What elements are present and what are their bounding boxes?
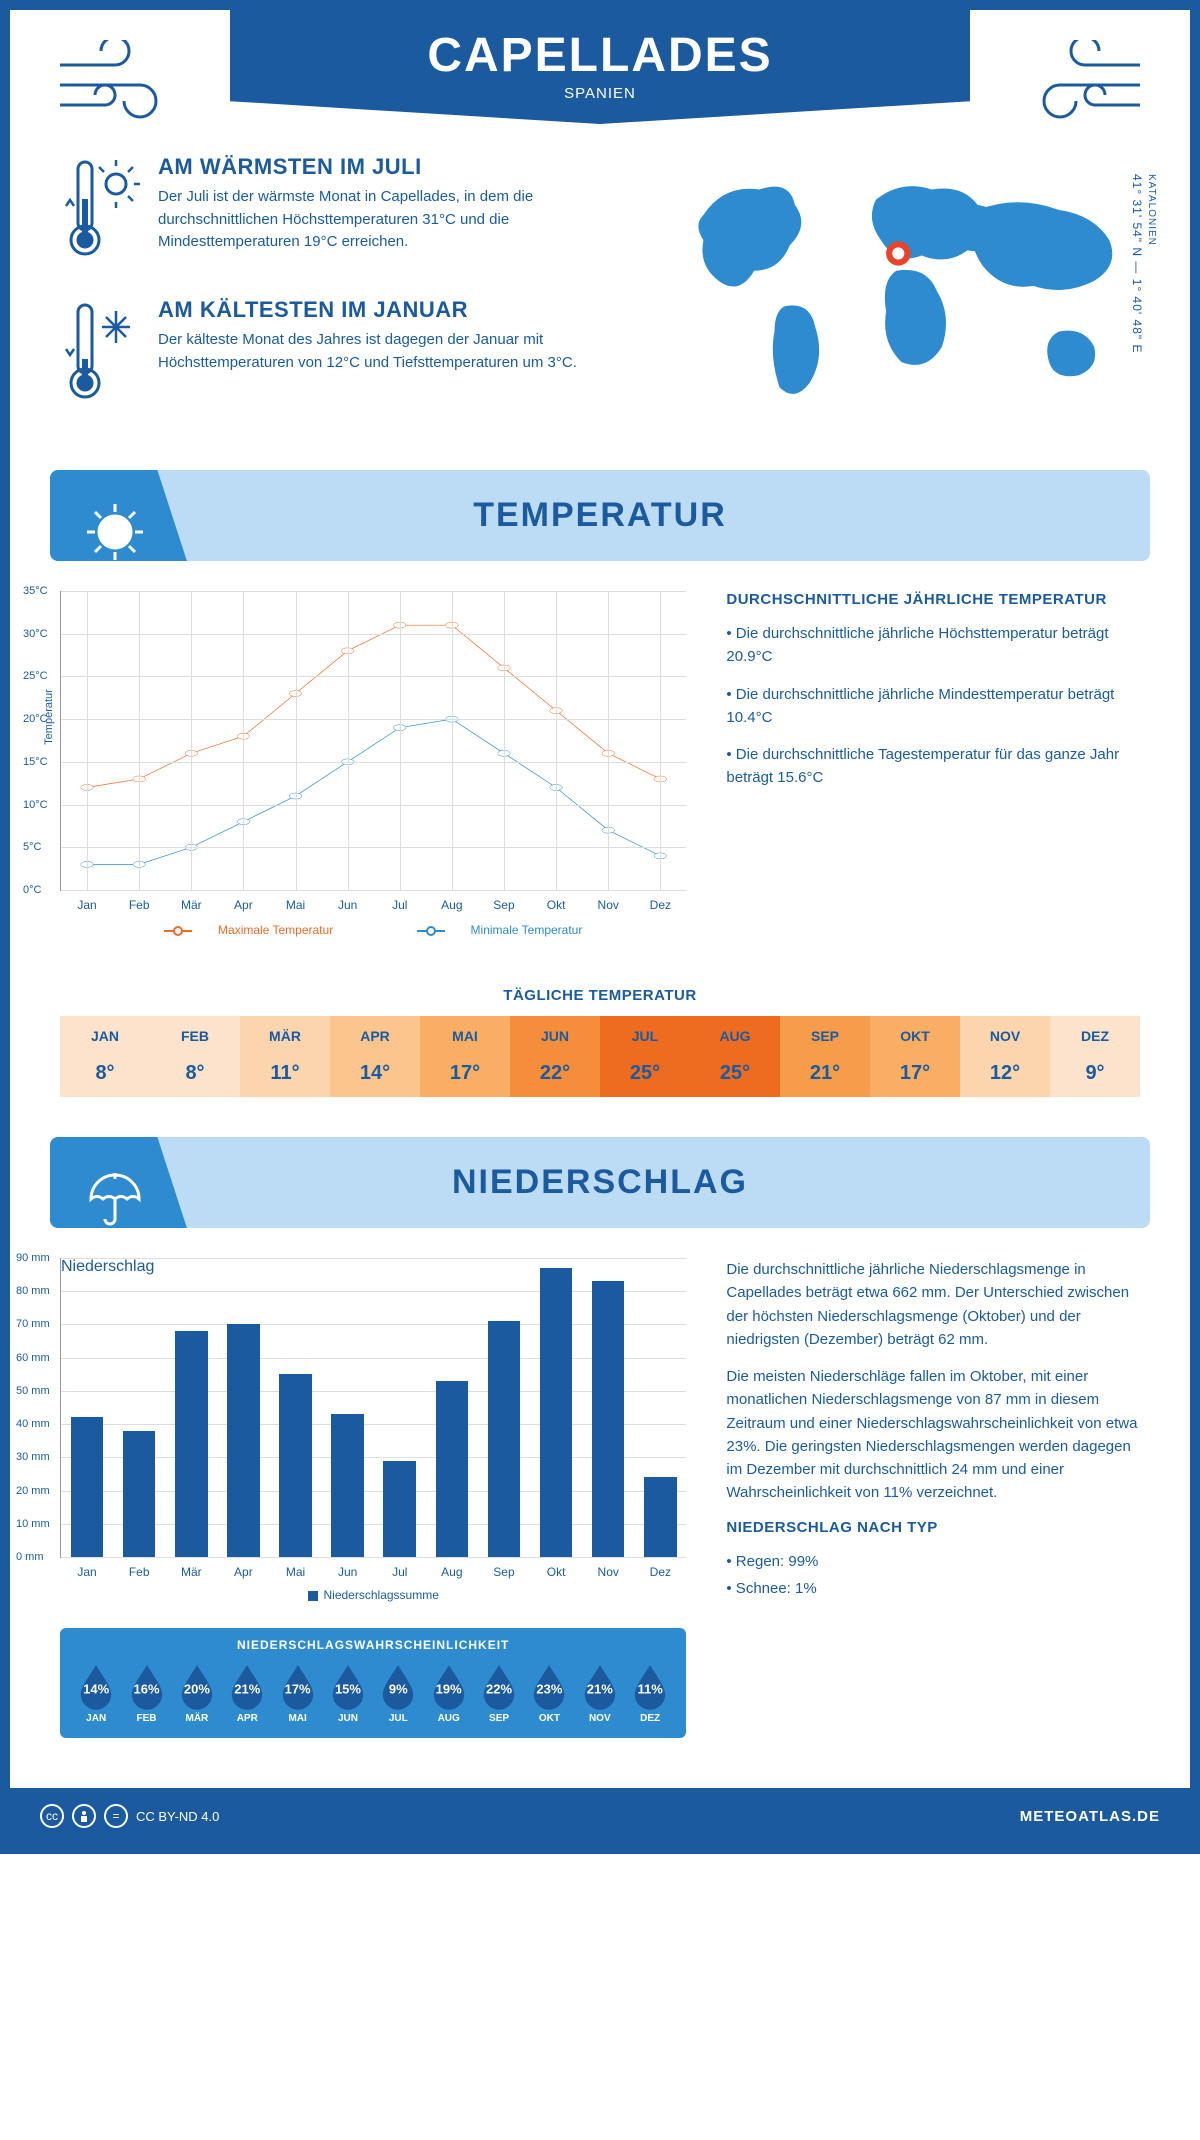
precip-prob-title: NIEDERSCHLAGSWAHRSCHEINLICHKEIT [74,1638,672,1652]
temp-cell: SEP21° [780,1016,870,1097]
temp-cell: DEZ9° [1050,1016,1140,1097]
prob-item: 19%AUG [427,1662,471,1724]
wind-icon [50,40,180,130]
warmest-fact: AM WÄRMSTEN IM JULI Der Juli ist der wär… [60,154,643,269]
region-label: KATALONIEN [1146,174,1157,246]
precip-p1: Die durchschnittliche jährliche Niedersc… [726,1258,1140,1351]
temp-cell: MAI17° [420,1016,510,1097]
coordinates: KATALONIEN 41° 31' 54" N — 1° 40' 48" E [1130,174,1158,353]
brand-text: METEOATLAS.DE [1020,1808,1160,1825]
bar [175,1331,208,1557]
prob-item: 23%OKT [527,1662,571,1724]
prob-item: 11%DEZ [628,1662,672,1724]
license-text: CC BY-ND 4.0 [136,1809,219,1824]
precip-section-header: NIEDERSCHLAG [50,1137,1150,1228]
by-icon [72,1804,96,1828]
coldest-text: Der kälteste Monat des Jahres ist dagege… [158,329,643,374]
precip-type-1: • Regen: 99% [726,1550,1140,1573]
thermometer-cold-icon [60,297,140,407]
temp-cell: FEB8° [150,1016,240,1097]
precip-p2: Die meisten Niederschläge fallen im Okto… [726,1365,1140,1505]
temp-bullet-3: • Die durchschnittliche Tagestemperatur … [726,743,1140,790]
bar [227,1324,260,1557]
bar [540,1268,573,1557]
temp-cell: NOV12° [960,1016,1050,1097]
temp-bullet-2: • Die durchschnittliche jährliche Mindes… [726,683,1140,730]
page-header: CAPELLADES SPANIEN [230,10,970,124]
bar [383,1461,416,1557]
temperature-title: TEMPERATUR [50,496,1150,535]
temp-cell: APR14° [330,1016,420,1097]
prob-item: 21%NOV [578,1662,622,1724]
precip-legend: Niederschlagssumme [60,1588,686,1602]
nd-icon: = [104,1804,128,1828]
precip-legend-label: Niederschlagssumme [324,1588,439,1602]
bar [436,1381,469,1557]
coldest-title: AM KÄLTESTEN IM JANUAR [158,297,643,323]
bar [123,1431,156,1557]
temp-cell: JUN22° [510,1016,600,1097]
bar [592,1281,625,1557]
precip-prob-box: NIEDERSCHLAGSWAHRSCHEINLICHKEIT 14%JAN16… [60,1628,686,1738]
daily-temp-table: JAN8°FEB8°MÄR11°APR14°MAI17°JUN22°JUL25°… [60,1016,1140,1097]
bar [331,1414,364,1557]
thermometer-hot-icon [60,154,140,264]
temp-text-title: DURCHSCHNITTLICHE JÄHRLICHE TEMPERATUR [726,591,1140,608]
warmest-text: Der Juli ist der wärmste Monat in Capell… [158,186,643,254]
prob-item: 17%MAI [275,1662,319,1724]
temp-cell: AUG25° [690,1016,780,1097]
prob-item: 14%JAN [74,1662,118,1724]
temp-bullet-1: • Die durchschnittliche jährliche Höchst… [726,622,1140,669]
umbrella-icon [83,1167,147,1228]
footer: cc = CC BY-ND 4.0 METEOATLAS.DE [10,1788,1190,1844]
temperature-section-header: TEMPERATUR [50,470,1150,561]
bar [279,1374,312,1557]
temp-cell: JAN8° [60,1016,150,1097]
prob-item: 9%JUL [376,1662,420,1724]
temp-cell: MÄR11° [240,1016,330,1097]
prob-item: 22%SEP [477,1662,521,1724]
temp-cell: JUL25° [600,1016,690,1097]
prob-item: 20%MÄR [175,1662,219,1724]
precip-bar-chart: Niederschlag 0 mm10 mm20 mm30 mm40 mm50 … [60,1258,686,1558]
cc-icon: cc [40,1804,64,1828]
world-map [673,154,1140,418]
warmest-title: AM WÄRMSTEN IM JULI [158,154,643,180]
prob-item: 15%JUN [326,1662,370,1724]
wind-icon [1020,40,1150,130]
legend-max: Maximale Temperatur [218,923,333,937]
precip-title: NIEDERSCHLAG [50,1163,1150,1202]
sun-icon [83,500,147,561]
precip-ylabel: Niederschlag [61,1258,686,1276]
temp-legend: Maximale Temperatur Minimale Temperatur [60,923,686,937]
legend-min: Minimale Temperatur [471,923,583,937]
bar [488,1321,521,1557]
precip-type-title: NIEDERSCHLAG NACH TYP [726,1519,1140,1536]
precip-type-2: • Schnee: 1% [726,1577,1140,1600]
daily-temp-title: TÄGLICHE TEMPERATUR [10,987,1190,1004]
temperature-line-chart: Temperatur 0°C5°C10°C15°C20°C25°C30°C35°… [60,591,686,891]
prob-item: 21%APR [225,1662,269,1724]
prob-item: 16%FEB [124,1662,168,1724]
longitude: 1° 40' 48" E [1130,279,1144,354]
bar [644,1477,677,1557]
bar [71,1417,104,1557]
country-subtitle: SPANIEN [230,85,970,102]
city-title: CAPELLADES [230,28,970,83]
latitude: 41° 31' 54" N [1130,174,1144,257]
temp-cell: OKT17° [870,1016,960,1097]
coldest-fact: AM KÄLTESTEN IM JANUAR Der kälteste Mona… [60,297,643,412]
